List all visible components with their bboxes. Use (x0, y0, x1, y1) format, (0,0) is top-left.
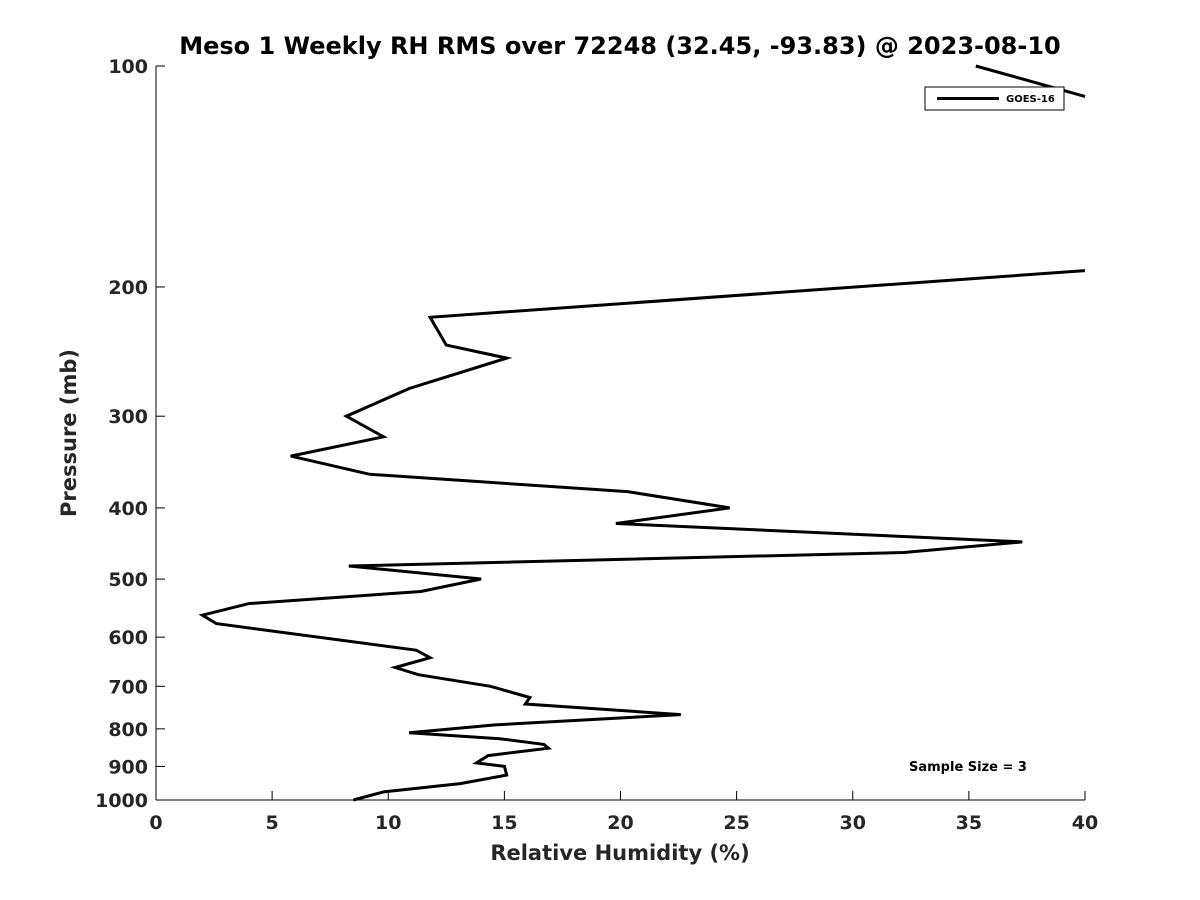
sample-size-annotation: Sample Size = 3 (909, 760, 1027, 775)
legend: GOES-16 (924, 86, 1065, 111)
x-axis-label: Relative Humidity (%) (490, 841, 749, 865)
x-tick-label: 15 (491, 812, 517, 834)
y-axis-label: Pressure (mb) (57, 349, 81, 517)
y-tick-label: 500 (108, 569, 148, 591)
series-layer (198, 64, 1086, 802)
x-ticks: 0 5 10 15 20 25 30 35 40 (149, 791, 1098, 834)
x-tick-label: 30 (840, 812, 866, 834)
y-tick-label: 700 (108, 676, 148, 698)
series-line-goes-16 (198, 269, 1086, 802)
x-tick-label: 10 (375, 812, 401, 834)
x-tick-label: 40 (1072, 812, 1098, 834)
y-tick-label: 800 (108, 719, 148, 741)
y-tick-label: 300 (108, 406, 148, 428)
x-tick-label: 0 (149, 812, 162, 834)
x-tick-label: 25 (723, 812, 749, 834)
y-tick-label: 600 (108, 627, 148, 649)
y-ticks: 100 200 300 400 500 600 700 800 900 1000 (95, 56, 165, 812)
x-tick-label: 20 (607, 812, 633, 834)
y-tick-label: 100 (108, 56, 148, 78)
x-tick-label: 35 (956, 812, 982, 834)
x-tick-label: 5 (266, 812, 279, 834)
y-tick-label: 900 (108, 756, 148, 778)
legend-entry-goes-16: GOES-16 (1006, 94, 1055, 105)
series-line-goes-16-upper (975, 64, 1086, 98)
y-tick-label: 200 (108, 277, 148, 299)
chart-title: Meso 1 Weekly RH RMS over 72248 (32.45, … (179, 32, 1061, 60)
plot-area: 0 5 10 15 20 25 30 35 40 100 200 300 400 500 600 700 80… (95, 56, 1098, 834)
y-tick-label: 1000 (95, 790, 148, 812)
y-tick-label: 400 (108, 498, 148, 520)
